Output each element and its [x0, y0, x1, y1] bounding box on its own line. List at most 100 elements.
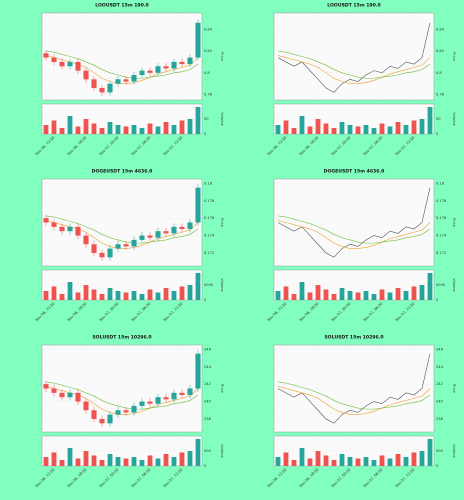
volume-bar: [323, 455, 329, 466]
y-tick-label: 244: [204, 365, 212, 369]
candle-body: [123, 244, 129, 247]
volume-bar: [155, 292, 161, 300]
volume-bar: [171, 457, 177, 466]
chart-title: LOOUSDT 15m 190.0: [95, 3, 148, 9]
volume-bar: [43, 125, 49, 134]
volume-bar: [59, 460, 65, 466]
y-tick-label: 0.172: [436, 251, 446, 255]
x-tick-label: Nov 07, 12:00: [395, 467, 416, 488]
candle-body: [155, 66, 161, 73]
candle-body: [43, 218, 49, 223]
candle-body: [91, 79, 97, 89]
volume-bar: [387, 458, 393, 466]
candle-body: [155, 397, 161, 404]
volume-bar: [291, 460, 297, 466]
line-series: [45, 381, 199, 410]
volume-bar: [51, 286, 57, 300]
candle-body: [59, 61, 65, 67]
volume-axis-label: Volume: [452, 112, 456, 126]
volume-bar: [179, 452, 185, 466]
volume-bar: [299, 448, 305, 466]
volume-tick-label: 0: [204, 298, 207, 302]
volume-bar: [187, 119, 193, 134]
volume-bar: [347, 125, 353, 134]
volume-bar: [307, 126, 313, 134]
candle-body: [43, 53, 49, 58]
y-tick-label: 0.82: [436, 49, 444, 53]
price-panel: [273, 178, 435, 267]
volume-bar: [195, 107, 201, 134]
volume-bar: [83, 285, 89, 300]
volume-bar: [115, 125, 121, 134]
y-tick-label: 0.174: [204, 234, 215, 238]
y-tick-label: 0.82: [204, 49, 212, 53]
volume-bar: [419, 451, 425, 466]
x-tick-label: Nov 07, 12:00: [395, 301, 416, 322]
x-tick-label: Nov 07, 12:00: [395, 135, 416, 156]
line-series: [277, 55, 431, 84]
y-tick-label: 246: [436, 347, 444, 351]
line-series: [277, 22, 431, 93]
volume-bar: [379, 455, 385, 466]
candle-body: [195, 187, 201, 223]
y-tick-label: 0.18: [436, 181, 445, 185]
volume-bar: [323, 123, 329, 134]
volume-bar: [283, 286, 289, 300]
volume-bar: [163, 122, 169, 134]
candle-body: [131, 74, 137, 82]
volume-bar: [147, 455, 153, 466]
candle-body: [187, 57, 193, 65]
volume-tick-label: 0: [204, 464, 207, 468]
chart-title: LOOUSDT 15m 190.0: [327, 3, 380, 9]
x-tick-label: Nov 07, 12:00: [163, 467, 184, 488]
volume-bar: [387, 126, 393, 134]
volume-bar: [139, 128, 145, 134]
volume-bar: [131, 291, 137, 300]
price-panel: [41, 344, 203, 433]
volume-bar: [275, 125, 281, 134]
candle-body: [83, 401, 89, 411]
candle-body: [99, 418, 105, 424]
x-tick-label: Nov 07, 00:00: [331, 467, 352, 488]
volume-bar: [99, 128, 105, 134]
x-tick-label: Nov 07, 06:00: [131, 467, 152, 488]
volume-bar: [411, 120, 417, 134]
volume-bar: [387, 292, 393, 300]
volume-bar: [339, 122, 345, 134]
volume-bar: [299, 282, 305, 300]
volume-bar: [355, 126, 361, 134]
volume-bar: [67, 116, 73, 134]
candle-body: [75, 226, 81, 236]
volume-bar: [171, 125, 177, 134]
volume-bar: [107, 288, 113, 300]
candle-body: [139, 70, 145, 75]
candle-body: [107, 248, 113, 258]
candle-body: [163, 66, 169, 69]
candle-body: [123, 79, 129, 82]
y-axis-label: Price: [220, 218, 224, 228]
volume-bar: [139, 294, 145, 300]
volume-bar: [331, 460, 337, 466]
candle-body: [59, 226, 65, 232]
line-series: [45, 215, 199, 244]
x-tick-label: Nov 07, 06:00: [131, 301, 152, 322]
volume-bar: [347, 291, 353, 300]
x-tick-label: Nov 06, 18:00: [67, 135, 88, 156]
volume-bar: [179, 286, 185, 300]
volume-axis-label: Volume: [452, 444, 456, 458]
line-series: [45, 50, 199, 79]
y-tick-label: 0.174: [436, 234, 447, 238]
chart-title: SOLUSDT 15m 10296.0: [324, 335, 383, 341]
volume-bar: [363, 457, 369, 466]
y-tick-label: 238: [436, 417, 444, 421]
volume-bar: [67, 282, 73, 300]
candle-body: [67, 226, 73, 232]
candle-body: [91, 244, 97, 253]
x-tick-label: Nov 06, 18:00: [67, 467, 88, 488]
candle-body: [107, 414, 113, 424]
chart-title: DOGEUSDT 15m 4636.0: [324, 169, 385, 175]
price-panel: [273, 344, 435, 433]
volume-bar: [171, 291, 177, 300]
volume-bar: [299, 116, 305, 134]
